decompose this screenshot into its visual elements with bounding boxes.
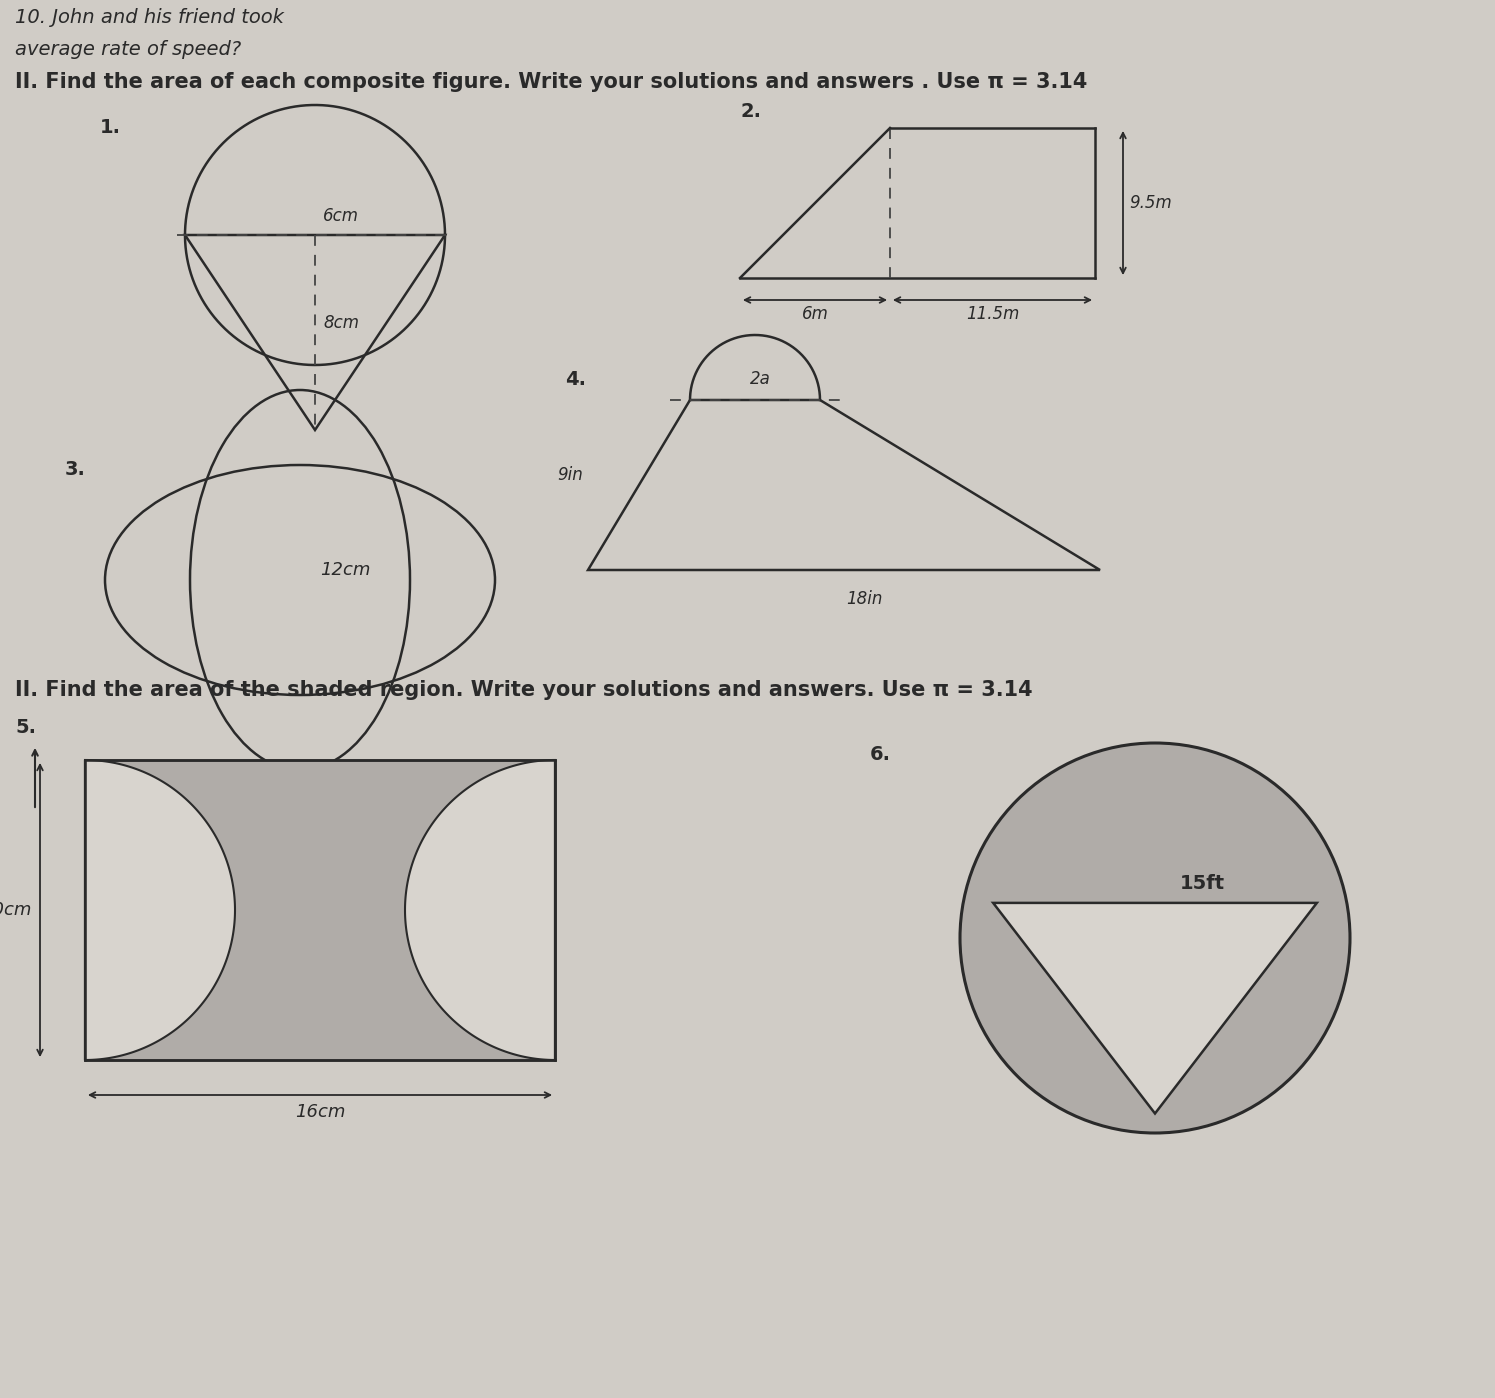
Polygon shape: [993, 903, 1317, 1113]
Polygon shape: [85, 761, 555, 1060]
Text: 6m: 6m: [801, 305, 828, 323]
Text: 6cm: 6cm: [323, 207, 359, 225]
Text: 9.5m: 9.5m: [1129, 194, 1172, 212]
Text: 5.: 5.: [15, 719, 36, 737]
Text: 10. John and his friend took: 10. John and his friend took: [15, 8, 284, 27]
Text: 8cm: 8cm: [323, 313, 359, 331]
Text: 3.: 3.: [64, 460, 85, 480]
Text: 18in: 18in: [846, 590, 882, 608]
Text: 10cm: 10cm: [0, 900, 31, 918]
Text: 2.: 2.: [740, 102, 761, 122]
Text: II. Find the area of the shaded region. Write your solutions and answers. Use π : II. Find the area of the shaded region. …: [15, 679, 1033, 700]
Text: 16cm: 16cm: [295, 1103, 345, 1121]
Text: 12cm: 12cm: [320, 561, 371, 579]
Polygon shape: [405, 761, 555, 1060]
Circle shape: [960, 742, 1350, 1132]
Text: 6.: 6.: [870, 745, 891, 763]
Text: II. Find the area of each composite figure. Write your solutions and answers . U: II. Find the area of each composite figu…: [15, 73, 1087, 92]
Text: 15ft: 15ft: [1180, 874, 1224, 893]
Text: 4.: 4.: [565, 370, 586, 389]
Polygon shape: [85, 761, 235, 1060]
Text: 1.: 1.: [100, 117, 121, 137]
Text: 2a: 2a: [749, 370, 770, 389]
Text: 11.5m: 11.5m: [966, 305, 1020, 323]
Text: 9in: 9in: [558, 466, 583, 484]
Text: average rate of speed?: average rate of speed?: [15, 41, 241, 59]
